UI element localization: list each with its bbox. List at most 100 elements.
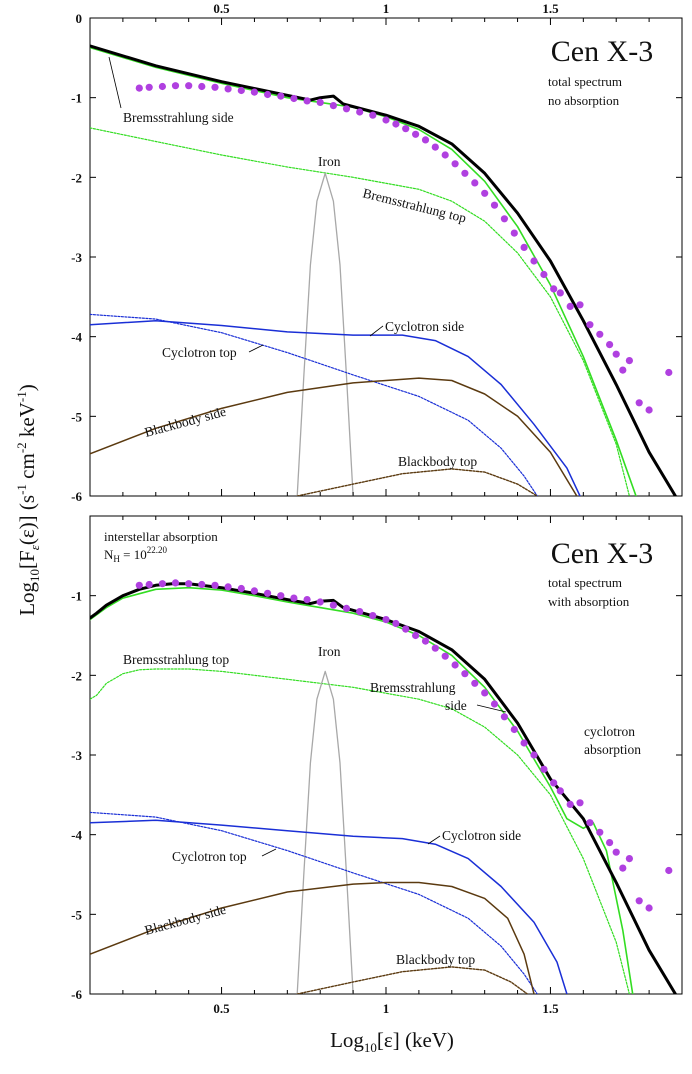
data-point-bottom-26: [451, 661, 459, 669]
label-cyc-top-top: Cyclotron top: [162, 345, 237, 360]
data-point-bottom-39: [576, 799, 584, 807]
data-point-top-35: [540, 270, 548, 279]
data-point-bottom-17: [356, 608, 364, 616]
data-point-bottom-27: [461, 670, 469, 678]
data-point-bottom-3: [171, 579, 180, 587]
y-tick-label-bottom: -6: [71, 987, 82, 1002]
data-point-top-41: [596, 330, 604, 338]
data-point-bottom-36: [550, 779, 558, 787]
data-point-top-26: [451, 160, 459, 168]
panel-title-top: Cen X-3: [551, 35, 653, 68]
data-point-bottom-35: [540, 765, 548, 773]
data-point-top-11: [277, 92, 285, 100]
label-iron-top: Iron: [318, 154, 341, 169]
note-interstellar-absorption: interstellar absorption: [104, 529, 218, 544]
data-point-bottom-15: [329, 601, 337, 609]
data-point-top-10: [264, 90, 272, 99]
label-brems-top-bottom: Bremsstrahlung top: [123, 652, 229, 667]
plot-area-bottom: -1 -2 -3 -4 -5 -6 0.5 1 1.5: [71, 516, 682, 1016]
series-bremsstrahlung-top-top: [90, 127, 630, 496]
label-brems-side-bottom-line1: Bremsstrahlung: [370, 680, 456, 695]
y-tick-label-bottom: -1: [71, 589, 82, 604]
series-total-bottom: [90, 582, 677, 994]
data-point-bottom-21: [402, 625, 410, 633]
label-bb-top-bottom: Blackbody top: [396, 952, 475, 967]
data-point-bottom-37: [556, 787, 564, 795]
series-cyclotron-side-top: [90, 319, 581, 496]
label-brems-top-top: Bremsstrahlung top: [361, 185, 468, 225]
data-point-bottom-38: [566, 800, 574, 809]
leader-brems-side-bottom: [476, 704, 507, 713]
data-point-bottom-20: [392, 619, 400, 628]
series-bremsstrahlung-side-top: [90, 46, 637, 496]
data-point-bottom-16: [342, 604, 351, 613]
series-blackbody-side-top: [90, 377, 578, 496]
data-point-top-27: [461, 169, 469, 177]
data-point-top-23: [421, 136, 430, 144]
data-point-top-38: [566, 302, 574, 310]
data-point-bottom-43: [612, 848, 620, 856]
data-point-top-5: [198, 82, 206, 91]
panel-subtitle-bottom-line1: total spectrum: [548, 575, 622, 590]
data-point-bottom-24: [431, 644, 439, 652]
series-cyclotron-top-bottom: [90, 811, 538, 994]
x-axis-label: Log10[ε] (keV): [330, 1028, 454, 1055]
series-blackbody-top-top: [296, 468, 538, 496]
series-cyclotron-side-bottom: [90, 819, 568, 994]
data-point-bottom-23: [421, 637, 430, 645]
data-point-bottom-45: [625, 855, 634, 863]
data-point-top-39: [576, 301, 584, 309]
data-point-top-43: [612, 350, 620, 358]
series-group-top: [90, 44, 677, 496]
label-cyc-side-top: Cyclotron side: [385, 319, 464, 334]
data-point-top-18: [369, 111, 377, 119]
x-tick-label-bottom: 1: [383, 1001, 390, 1016]
data-point-top-1: [145, 83, 153, 91]
data-point-bottom-12: [290, 594, 298, 602]
leader-brems-side-top: [108, 56, 122, 109]
data-point-top-30: [490, 201, 499, 209]
data-point-top-20: [392, 120, 400, 128]
data-point-top-34: [530, 257, 538, 265]
data-point-top-44: [619, 366, 627, 374]
data-point-top-46: [635, 399, 643, 407]
data-point-bottom-19: [382, 616, 390, 624]
y-tick-label-top: -1: [71, 91, 82, 106]
data-point-top-22: [412, 130, 420, 138]
panel-subtitle-top-line1: total spectrum: [548, 74, 622, 89]
leader-cyc-top-bottom: [261, 848, 277, 857]
x-tick-label-bottom: 0.5: [213, 1001, 230, 1016]
data-point-bottom-32: [510, 725, 518, 734]
label-bb-top-top: Blackbody top: [398, 454, 477, 469]
y-tick-label-bottom: -2: [71, 668, 82, 683]
series-iron-bottom: [296, 670, 354, 994]
data-point-bottom-8: [237, 584, 245, 593]
data-point-top-9: [250, 88, 258, 96]
data-point-top-31: [500, 215, 508, 223]
data-point-top-13: [303, 97, 311, 105]
label-brems-side-top: Bremsstrahlung side: [123, 110, 234, 125]
data-point-bottom-31: [500, 713, 508, 721]
data-point-top-21: [402, 125, 410, 133]
y-tick-label-top: -4: [71, 330, 82, 345]
data-point-top-37: [556, 289, 564, 297]
data-point-top-29: [481, 189, 489, 197]
data-point-top-4: [185, 82, 193, 90]
data-point-bottom-6: [211, 581, 219, 589]
data-point-top-40: [586, 321, 594, 329]
data-point-top-36: [550, 285, 558, 293]
data-point-bottom-2: [158, 580, 166, 588]
y-tick-label-bottom: -4: [71, 828, 82, 843]
data-point-bottom-11: [277, 592, 285, 600]
panel-subtitle-top-line2: no absorption: [548, 93, 620, 108]
label-brems-side-bottom-line2: side: [445, 698, 467, 713]
data-point-top-7: [224, 85, 232, 93]
series-bremsstrahlung-side-bottom: [90, 586, 634, 994]
data-point-bottom-34: [530, 751, 538, 759]
label-iron-bottom: Iron: [318, 644, 341, 659]
data-point-top-6: [211, 83, 219, 91]
data-point-top-0: [135, 84, 143, 92]
data-point-bottom-48: [665, 866, 673, 875]
series-group-bottom: [90, 579, 677, 994]
data-point-bottom-33: [520, 739, 528, 747]
